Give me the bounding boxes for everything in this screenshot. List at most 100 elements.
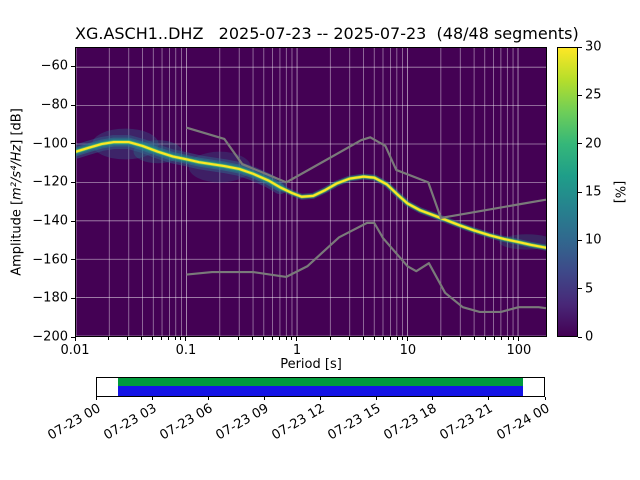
x-minor-tick: [329, 337, 331, 340]
x-minor-tick: [285, 337, 287, 340]
chart-title: XG.ASCH1..DHZ 2025-07-23 -- 2025-07-23 (…: [75, 24, 579, 43]
availability-tick: [151, 397, 153, 400]
x-major-tick: [296, 337, 298, 341]
x-minor-tick: [160, 337, 162, 340]
y-tick: [71, 336, 75, 338]
y-tick-label: −140: [32, 213, 68, 229]
y-tick-label: −160: [32, 252, 68, 268]
y-tick: [71, 104, 75, 106]
colorbar-tick-label: 0: [585, 329, 594, 345]
nhnm-line: [186, 126, 546, 220]
ppsd-plot-area: [75, 47, 547, 337]
x-minor-tick: [507, 337, 509, 340]
y-axis-label-suffix: ] [dB]: [9, 108, 25, 145]
x-minor-tick: [180, 337, 182, 340]
x-tick-label: 1: [292, 343, 302, 358]
y-tick-label: −120: [32, 174, 68, 190]
x-minor-tick: [271, 337, 273, 340]
x-tick-label: 0.1: [175, 343, 197, 358]
availability-tick-label: 07-23 03: [101, 401, 160, 444]
availability-tick-label: 07-23 15: [325, 401, 384, 444]
x-minor-tick: [440, 337, 442, 340]
availability-tick-label: 07-23 21: [437, 401, 496, 444]
colorbar-tick-label: 25: [585, 87, 602, 103]
x-minor-tick: [390, 337, 392, 340]
colorbar-tick: [578, 46, 582, 48]
x-minor-tick: [168, 337, 170, 340]
y-tick: [71, 143, 75, 145]
colorbar-tick-label: 5: [585, 281, 594, 297]
x-minor-tick: [291, 337, 293, 340]
x-minor-tick: [382, 337, 384, 340]
y-tick-label: −200: [32, 329, 68, 345]
availability-segments-fill: [117, 386, 523, 396]
y-axis-label-prefix: Amplitude [: [9, 199, 25, 276]
colorbar-label: [%]: [611, 180, 627, 204]
x-minor-tick: [252, 337, 254, 340]
colorbar-tick-label: 10: [585, 232, 602, 248]
availability-tick: [320, 397, 321, 400]
y-tick-label: −80: [40, 97, 68, 113]
x-minor-tick: [460, 337, 462, 340]
x-minor-tick: [363, 337, 365, 340]
x-minor-tick: [396, 337, 398, 340]
availability-tick-label: 07-23 18: [381, 401, 440, 444]
psd-mode-line: [76, 140, 546, 249]
availability-tick: [544, 397, 546, 400]
availability-tick: [488, 397, 490, 400]
x-minor-tick: [279, 337, 281, 340]
colorbar: [557, 47, 578, 337]
x-minor-tick: [174, 337, 176, 340]
x-tick-label: 10: [399, 343, 417, 358]
x-minor-tick: [107, 337, 109, 340]
availability-tick-label: 07-23 00: [44, 401, 103, 444]
colorbar-tick: [578, 191, 582, 193]
x-minor-tick: [141, 337, 143, 340]
availability-tick-label: 07-24 00: [493, 401, 552, 444]
availability-tick-label: 07-23 12: [269, 401, 328, 444]
availability-tick: [207, 397, 209, 400]
colorbar-tick: [578, 239, 582, 241]
x-minor-tick: [501, 337, 503, 340]
colorbar-tick-label: 20: [585, 136, 602, 152]
y-tick: [71, 220, 75, 222]
y-axis-label-units: m²/s⁴/Hz: [9, 144, 25, 200]
x-minor-tick: [402, 337, 404, 340]
x-minor-tick: [127, 337, 129, 340]
availability-tick: [376, 397, 378, 400]
y-tick: [71, 181, 75, 183]
colorbar-tick-label: 30: [585, 39, 602, 55]
nlnm-line: [186, 221, 546, 314]
y-tick: [71, 259, 75, 261]
x-minor-tick: [349, 337, 351, 340]
x-minor-tick: [374, 337, 376, 340]
x-major-tick: [407, 337, 409, 341]
y-tick-label: −180: [32, 290, 68, 306]
availability-coverage-fill: [117, 378, 523, 387]
x-tick-label: 0.01: [60, 343, 90, 358]
x-minor-tick: [474, 337, 476, 340]
x-minor-tick: [485, 337, 487, 340]
x-minor-tick: [263, 337, 265, 340]
availability-tick: [263, 397, 265, 400]
colorbar-tick-label: 15: [585, 184, 602, 200]
y-axis-label: Amplitude [m²/s⁴/Hz] [dB]: [10, 108, 25, 276]
colorbar-tick: [578, 288, 582, 290]
x-minor-tick: [513, 337, 515, 340]
colorbar-tick: [578, 94, 582, 96]
ppsd-heatmap: [76, 48, 546, 336]
x-major-tick: [185, 337, 187, 341]
colorbar-tick: [578, 336, 582, 338]
y-tick: [71, 297, 75, 299]
x-minor-tick: [152, 337, 154, 340]
colorbar-tick: [578, 143, 582, 145]
availability-bar: [96, 377, 545, 397]
x-major-tick: [74, 337, 76, 341]
y-tick: [71, 65, 75, 67]
availability-tick: [432, 397, 434, 400]
x-minor-tick: [218, 337, 220, 340]
y-tick-label: −60: [40, 58, 68, 74]
x-minor-tick: [238, 337, 240, 340]
y-tick-label: −100: [32, 136, 68, 152]
